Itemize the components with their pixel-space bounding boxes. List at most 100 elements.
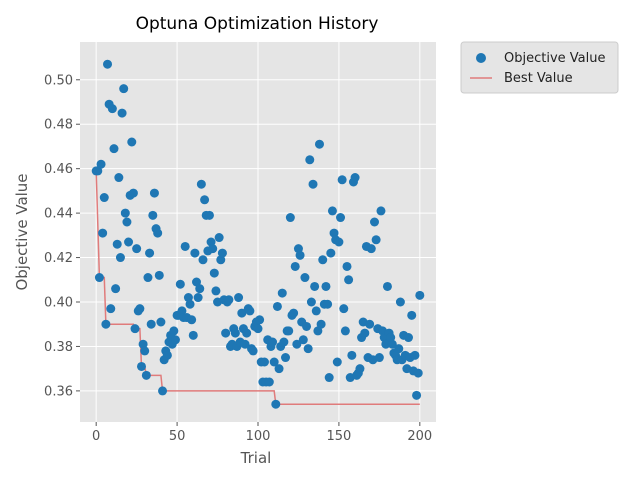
- objective-value-point: [192, 277, 202, 287]
- objective-value-point: [255, 315, 265, 325]
- y-tick-label: 0.36: [44, 384, 73, 399]
- objective-value-point: [245, 306, 255, 316]
- objective-value-point: [271, 399, 281, 409]
- objective-value-point: [350, 173, 360, 183]
- objective-value-point: [106, 304, 116, 314]
- objective-value-point: [310, 281, 320, 291]
- objective-value-point: [274, 364, 284, 374]
- objective-value-point: [230, 328, 240, 338]
- objective-value-point: [99, 193, 109, 203]
- y-tick-label: 0.48: [44, 118, 73, 133]
- objective-value-point: [272, 301, 282, 311]
- objective-value-point: [145, 248, 155, 258]
- objective-value-point: [153, 228, 163, 238]
- y-tick-label: 0.42: [44, 251, 73, 266]
- objective-value-point: [381, 339, 391, 349]
- objective-value-point: [415, 290, 425, 300]
- legend: Objective Value Best Value: [460, 41, 619, 94]
- objective-value-point: [376, 206, 386, 216]
- objective-value-point: [93, 166, 103, 176]
- objective-value-point: [170, 335, 180, 345]
- objective-value-point: [407, 310, 417, 320]
- objective-value-point: [187, 315, 197, 325]
- objective-value-point: [316, 319, 326, 329]
- objective-value-point: [339, 304, 349, 314]
- objective-value-point: [221, 328, 231, 338]
- objective-value-point: [114, 173, 124, 183]
- objective-value-point: [253, 324, 263, 334]
- objective-value-point: [303, 344, 313, 354]
- objective-value-point: [115, 253, 125, 263]
- objective-value-series: [91, 59, 425, 409]
- objective-value-point: [347, 350, 357, 360]
- objective-value-point: [175, 279, 185, 289]
- objective-value-point: [324, 373, 334, 383]
- objective-value-point: [344, 275, 354, 285]
- objective-value-point: [146, 319, 156, 329]
- objective-value-point: [285, 213, 295, 223]
- objective-value-point: [306, 297, 316, 307]
- objective-value-point: [311, 306, 321, 316]
- objective-value-point: [208, 244, 218, 254]
- objective-value-point: [327, 206, 337, 216]
- objective-value-point: [98, 228, 108, 238]
- objective-value-point: [298, 335, 308, 345]
- objective-value-point: [211, 286, 221, 296]
- objective-value-point: [395, 297, 405, 307]
- objective-value-point: [195, 284, 205, 294]
- objective-value-point: [122, 217, 132, 227]
- objective-value-point: [119, 84, 129, 94]
- y-tick-label: 0.50: [44, 73, 73, 88]
- y-tick-label: 0.40: [44, 296, 73, 311]
- objective-value-point: [300, 273, 310, 283]
- objective-value-point: [120, 208, 130, 218]
- objective-value-point: [374, 353, 384, 363]
- objective-value-point: [259, 357, 269, 367]
- legend-objective-label: Objective Value: [504, 51, 605, 66]
- objective-value-point: [302, 321, 312, 331]
- x-tick-label: 150: [326, 429, 351, 444]
- objective-value-point: [240, 339, 250, 349]
- objective-value-point: [128, 188, 138, 198]
- objective-value-point: [242, 328, 252, 338]
- objective-value-point: [279, 337, 289, 347]
- objective-value-point: [340, 326, 350, 336]
- objective-value-point: [382, 281, 392, 291]
- chart-title: Optuna Optimization History: [136, 14, 379, 34]
- objective-value-point: [410, 350, 420, 360]
- objective-value-point: [326, 248, 336, 258]
- objective-value-point: [332, 357, 342, 367]
- x-axis-label: Trial: [240, 449, 272, 467]
- objective-value-point: [360, 328, 370, 338]
- legend-box: [460, 41, 619, 94]
- objective-value-point: [366, 244, 376, 254]
- objective-value-point: [370, 217, 380, 227]
- objective-value-point: [295, 250, 305, 260]
- legend-objective-marker: [476, 53, 486, 63]
- objective-value-point: [313, 326, 323, 336]
- objective-value-point: [101, 319, 111, 329]
- objective-value-point: [269, 357, 279, 367]
- objective-value-point: [337, 175, 347, 185]
- objective-value-point: [248, 346, 258, 356]
- objective-value-point: [135, 304, 145, 314]
- objective-value-point: [141, 370, 151, 380]
- objective-value-point: [224, 295, 234, 305]
- objective-value-point: [193, 293, 203, 303]
- objective-value-point: [234, 293, 244, 303]
- objective-value-point: [214, 233, 224, 243]
- objective-value-point: [289, 308, 299, 318]
- objective-value-point: [308, 179, 318, 189]
- objective-value-point: [162, 350, 172, 360]
- objective-value-point: [94, 273, 104, 283]
- objective-value-point: [403, 333, 413, 343]
- objective-value-point: [371, 235, 381, 245]
- objective-value-point: [209, 268, 219, 278]
- objective-value-point: [107, 104, 117, 114]
- objective-value-point: [292, 339, 302, 349]
- x-axis-ticks: 0 50 100 150 200: [92, 422, 432, 444]
- objective-value-point: [112, 239, 122, 249]
- objective-value-point: [204, 210, 214, 220]
- objective-value-point: [185, 299, 195, 309]
- x-tick-label: 0: [92, 429, 100, 444]
